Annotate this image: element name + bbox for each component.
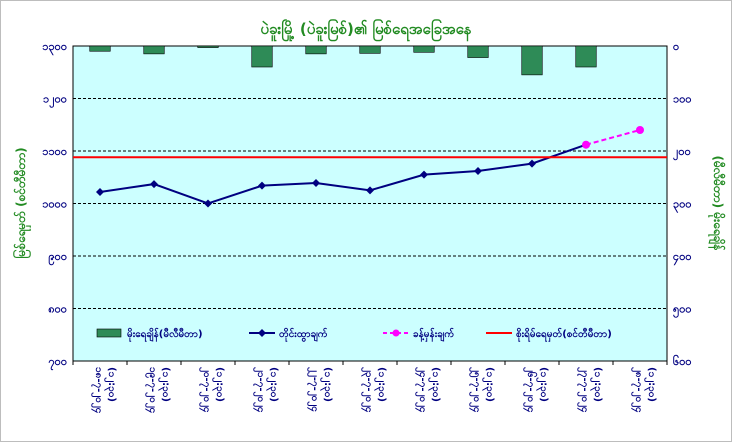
y-right-tick-label: ၂၀၀ [673,145,691,161]
axes: ၇၀၀ ၈၀၀ ၉၀၀ ၁၀၀၀ ၁၁၀၀ ၁၂၀၀ ၁၃၀၀ ၀၁၀၀၂၀၀၃၀၀၄၀၀၅၀… [42,40,691,413]
x-tick-label: ၁၈-၇-၂၀၂၄ (၁၂:၃၀) [90,367,117,413]
data-lines [73,126,667,208]
observed-point [366,186,374,195]
y-axis-left-label: မြစ်ရေမှတ် (စင်တီမီတာ) [11,147,32,258]
rainfall-bar [251,45,273,68]
x-tick-label: ၁၉-၇-၂၀၂၄ (၁၂:၃၀) [144,367,171,413]
x-tick-date: ၂၇-၇-၂၀၂၄ [576,367,590,413]
y-left-tick-label: ၁၂၀၀ [43,93,67,109]
rainfall-bar [575,45,597,68]
x-tick-date: ၂၂-၇-၂၀၂၄ [306,367,320,412]
legend-swatch-bar [96,328,122,338]
chart-title: ပဲခူးမြို့ (ပဲခူးမြစ်)၏ မြစ်ရေအခြေအနေ [260,18,471,42]
x-tick-date: ၁၈-၇-၂၀၂၄ [90,367,104,413]
y-right-tick-label: ၄၀၀ [673,250,692,266]
x-tick-label: ၂၀-၇-၂၀၂၄ (၁၂:၃၀) [198,367,225,413]
x-tick-time: (၁၂:၃၀) [535,367,549,402]
observed-point [96,187,104,196]
observed-point [150,180,158,189]
x-tick-label: ၂၂-၇-၂၀၂၄ (၁၂:၃၀) [306,367,333,412]
x-tick-label: ၂၇-၇-၂၀၂၄ (၁၂:၃၀) [576,367,603,413]
x-tick-time: (၁၂:၃၀) [481,367,495,402]
x-tick-label: ၂၄-၇-၂၀၂၄ (၁၂:၃၀) [414,367,441,413]
y-left-tick-label: ၈၀၀ [48,303,67,316]
x-tick-time: (၁၂:၃၀) [373,367,387,402]
legend-label: မိုးရေချိန်(မီလီမီတာ) [127,327,203,343]
x-tick-date: ၂၈-၇-၂၀၂၄ [630,367,644,413]
forecast-point [636,126,644,134]
legend-label: စိုးရိမ်ရေမှတ်(စင်တီမီတာ) [516,327,612,343]
forecast-point [582,140,590,149]
x-tick-time: (၁၂:၃၀) [427,367,441,402]
rainfall-bar [521,45,543,76]
y-right-tick-label: ၀ [673,40,679,53]
rainfall-bar [197,45,219,48]
observed-point [258,181,266,190]
x-tick-time: (၁၂:၃၀) [211,367,225,402]
observed-point [420,170,428,179]
x-tick-label: ၂၆-၇-၂၀၂၄ (၁၂:၃၀) [522,367,549,413]
x-tick-time: (၁၂:၃၀) [319,367,333,402]
y-left-tick-label: ၇၀၀ [48,355,67,371]
rainfall-bar [467,45,489,58]
y-left-tick-label: ၁၁၀၀ [42,145,67,158]
y-axis-right-label: (မီလီမီတာ) မိုးရေချိန် [707,156,727,252]
observed-point [528,159,536,168]
x-tick-time: (၁၂:၃၀) [643,367,657,402]
y-right-tick-label: ၃၀၀ [673,198,692,214]
legend: မိုးရေချိန်(မီလီမီတာ) တိုင်းထွာချက် ခန့်မှ… [96,327,612,343]
forecast-line [585,129,641,146]
legend-marker [392,329,400,337]
x-tick-date: ၂၁-၇-၂၀၂၄ [252,367,266,413]
x-tick-label: ၂၈-၇-၂၀၂၄ (၁၂:၃၀) [630,367,657,413]
legend-marker [258,329,266,337]
rainfall-bar [143,45,165,55]
legend-label: တိုင်းထွာချက် [279,327,328,343]
x-tick-date: ၁၉-၇-၂၀၂၄ [144,367,158,413]
x-tick-time: (၁၂:၃၀) [157,367,171,402]
x-tick-date: ၂၃-၇-၂၀၂၄ [360,367,374,413]
x-tick-date: ၂၆-၇-၂၀၂၄ [522,367,538,413]
y-right-tick-label: ၁၀၀ [673,93,692,106]
y-left-tick-label: ၉၀၀ [48,250,67,266]
x-tick-time: (၁၂:၃၀) [103,367,117,402]
x-tick-time: (၁၂:၃၀) [265,367,279,402]
x-tick-date: ၂၄-၇-၂၀၂၄ [414,367,428,413]
rainfall-bar [413,45,435,53]
legend-label: ခန့်မှန်းချက် [413,327,454,343]
x-tick-date: ၂၅-၇-၂၀၂၄ [468,367,482,413]
x-tick-time: (၁၂:၃၀) [589,367,603,402]
observed-point [474,166,482,175]
y-left-tick-label: ၁၀၀၀ [42,198,67,211]
x-tick-date: ၂၀-၇-၂၀၂၄ [198,367,212,413]
observed-point [312,179,320,188]
x-tick-label: ၂၁-၇-၂၀၂၄ (၁၂:၃၀) [252,367,279,413]
y-right-tick-label: ၅၀၀ [673,303,692,319]
rainfall-bar [89,45,111,52]
observed-line [99,143,587,205]
y-right-tick-label: ၆၀၀ [673,355,692,368]
observed-point [204,199,212,208]
x-tick-label: ၂၃-၇-၂၀၂၄ (၁၂:၃၀) [360,367,387,413]
rainfall-bars [89,45,597,76]
rainfall-bar [359,45,381,54]
rainfall-bar [305,45,327,55]
x-tick-label: ၂၅-၇-၂၀၂၄ (၁၂:၃၀) [468,367,495,413]
y-left-tick-label: ၁၃၀၀ [42,40,67,56]
